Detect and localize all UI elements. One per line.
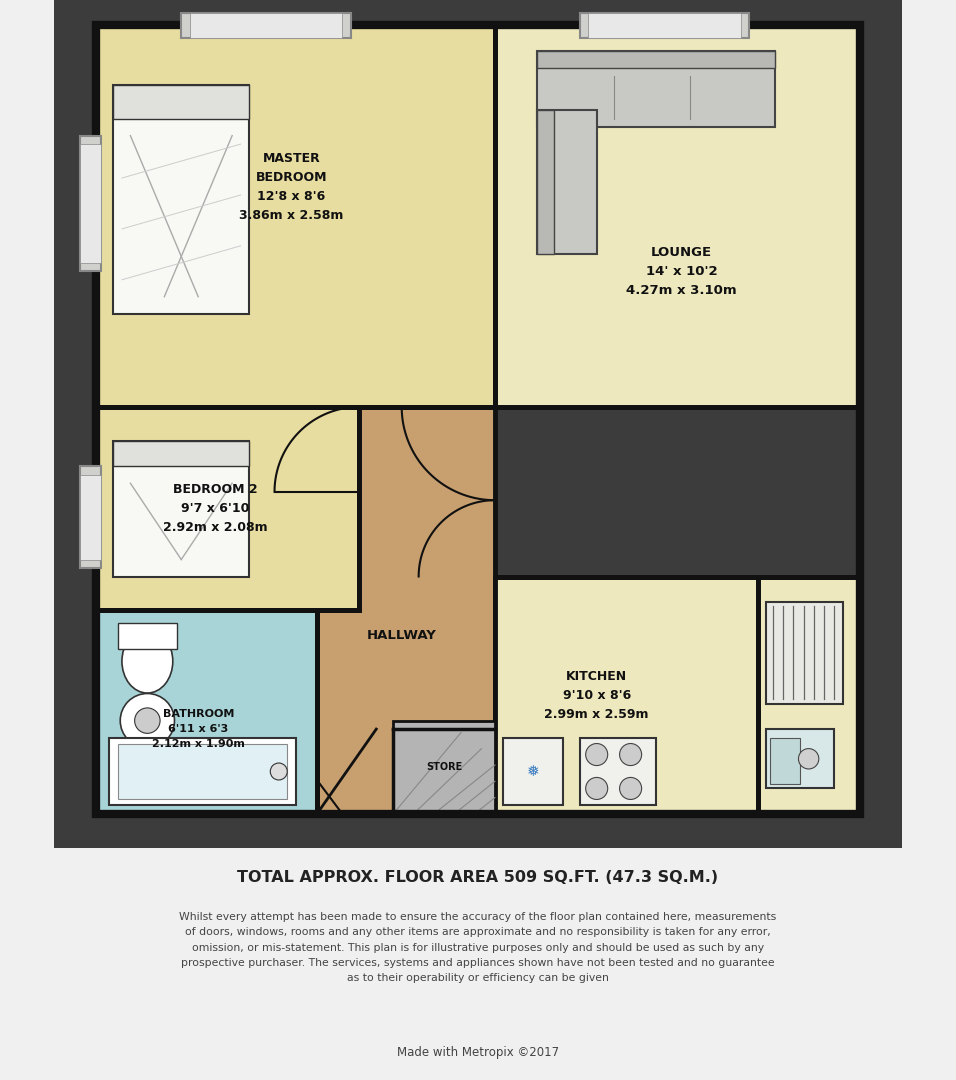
Circle shape bbox=[619, 778, 641, 799]
Bar bbox=[118, 743, 287, 798]
Bar bbox=[579, 13, 750, 38]
Bar bbox=[495, 577, 758, 814]
Bar bbox=[495, 26, 859, 407]
Circle shape bbox=[586, 778, 608, 799]
Bar bbox=[767, 602, 842, 704]
Circle shape bbox=[619, 743, 641, 766]
Bar bbox=[79, 475, 100, 559]
Bar bbox=[109, 738, 295, 806]
Bar bbox=[579, 738, 656, 806]
Text: ❅: ❅ bbox=[527, 764, 539, 779]
Bar bbox=[97, 407, 359, 610]
Circle shape bbox=[798, 748, 819, 769]
Text: BEDROOM 2
9'7 x 6'10
2.92m x 2.08m: BEDROOM 2 9'7 x 6'10 2.92m x 2.08m bbox=[163, 483, 268, 535]
Bar bbox=[79, 136, 100, 271]
Polygon shape bbox=[317, 407, 495, 814]
Bar bbox=[118, 623, 177, 649]
Bar bbox=[537, 51, 774, 127]
Bar bbox=[79, 144, 100, 262]
Bar bbox=[114, 84, 250, 119]
Bar bbox=[758, 577, 859, 814]
Bar bbox=[79, 467, 100, 568]
Text: BATHROOM
6'11 x 6'3
2.12m x 1.90m: BATHROOM 6'11 x 6'3 2.12m x 1.90m bbox=[152, 710, 245, 748]
Text: KITCHEN
9'10 x 8'6
2.99m x 2.59m: KITCHEN 9'10 x 8'6 2.99m x 2.59m bbox=[545, 670, 649, 720]
Bar bbox=[504, 738, 563, 806]
Bar bbox=[767, 729, 834, 788]
Bar bbox=[182, 13, 351, 38]
Ellipse shape bbox=[122, 630, 173, 693]
Circle shape bbox=[586, 743, 608, 766]
Text: HALLWAY: HALLWAY bbox=[367, 630, 437, 643]
Bar bbox=[114, 441, 250, 467]
Circle shape bbox=[271, 762, 287, 780]
Bar bbox=[588, 13, 741, 38]
Bar bbox=[189, 13, 342, 38]
Text: Whilst every attempt has been made to ensure the accuracy of the floor plan cont: Whilst every attempt has been made to en… bbox=[180, 913, 776, 983]
Bar bbox=[771, 738, 800, 784]
Text: LOUNGE
14' x 10'2
4.27m x 3.10m: LOUNGE 14' x 10'2 4.27m x 3.10m bbox=[626, 246, 737, 297]
Bar bbox=[393, 720, 495, 814]
Bar bbox=[537, 110, 554, 254]
Text: TOTAL APPROX. FLOOR AREA 509 SQ.FT. (47.3 SQ.M.): TOTAL APPROX. FLOOR AREA 509 SQ.FT. (47.… bbox=[237, 870, 719, 886]
Text: MASTER
BEDROOM
12'8 x 8'6
3.86m x 2.58m: MASTER BEDROOM 12'8 x 8'6 3.86m x 2.58m bbox=[239, 151, 343, 221]
Bar bbox=[114, 84, 250, 313]
Bar bbox=[97, 610, 317, 814]
Circle shape bbox=[135, 707, 160, 733]
Bar bbox=[537, 110, 597, 254]
Circle shape bbox=[120, 693, 175, 747]
Bar bbox=[537, 51, 774, 68]
Text: STORE: STORE bbox=[426, 762, 462, 772]
Bar bbox=[97, 26, 495, 407]
Text: Made with Metropix ©2017: Made with Metropix ©2017 bbox=[397, 1045, 559, 1058]
Bar bbox=[114, 441, 250, 577]
